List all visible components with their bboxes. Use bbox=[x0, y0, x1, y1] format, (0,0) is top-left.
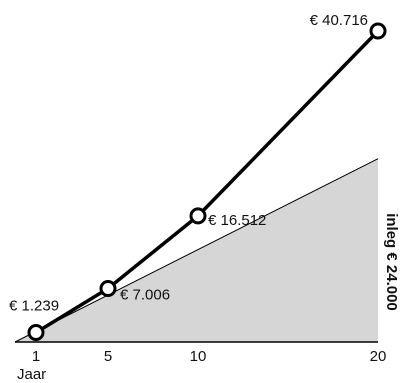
data-label: € 7.006 bbox=[120, 286, 170, 303]
inleg-label: inleg € 24.000 bbox=[383, 213, 400, 311]
x-tick-label: 5 bbox=[104, 348, 112, 365]
data-point-marker bbox=[369, 22, 387, 40]
data-point-marker bbox=[189, 207, 207, 225]
inleg-area-edge bbox=[14, 158, 379, 343]
x-tick-label: 20 bbox=[370, 348, 387, 365]
x-tick-label: 10 bbox=[190, 348, 207, 365]
data-label: € 16.512 bbox=[208, 212, 266, 229]
data-label: € 40.716 bbox=[310, 12, 368, 29]
series-line bbox=[35, 29, 380, 335]
x-tick-label: 1 bbox=[32, 348, 40, 365]
x-axis-label: Jaar bbox=[17, 366, 46, 383]
data-label: € 1.239 bbox=[9, 298, 59, 315]
data-point-marker bbox=[99, 279, 117, 297]
data-point-marker bbox=[27, 324, 45, 342]
